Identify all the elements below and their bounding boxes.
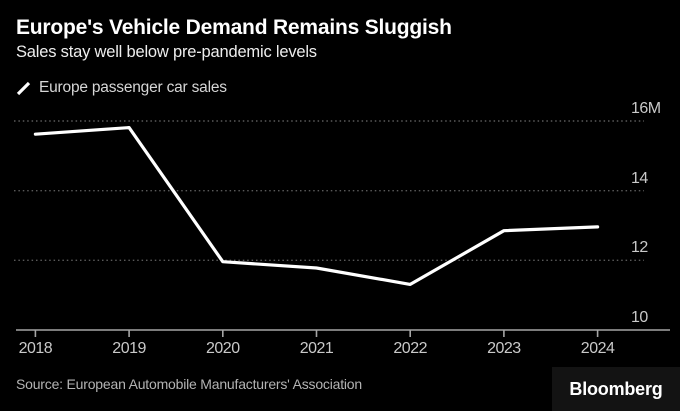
legend-label: Europe passenger car sales bbox=[39, 79, 227, 96]
x-axis-tick-label: 2022 bbox=[393, 340, 427, 357]
x-axis-tick-label: 2018 bbox=[18, 340, 53, 357]
x-axis-tick-label: 2021 bbox=[299, 340, 334, 357]
page-title: Europe's Vehicle Demand Remains Sluggish bbox=[16, 16, 452, 39]
x-axis-tick-label: 2023 bbox=[487, 340, 521, 357]
x-axis-tick-label: 2019 bbox=[112, 340, 146, 357]
chart-subtitle: Sales stay well below pre-pandemic level… bbox=[16, 43, 317, 61]
x-axis-tick-label: 2020 bbox=[206, 340, 240, 357]
y-axis-tick-label: 14 bbox=[631, 169, 648, 187]
source-note: Source: European Automobile Manufacturer… bbox=[16, 376, 362, 392]
y-axis-tick-label: 12 bbox=[631, 239, 648, 257]
data-line-europe-passenger-car-sales bbox=[33, 125, 600, 286]
brand-box: Bloomberg bbox=[552, 367, 680, 411]
bloomberg-logo: Bloomberg bbox=[569, 378, 663, 399]
chart-legend: Europe passenger car sales bbox=[16, 79, 227, 97]
x-axis-tick-label: 2024 bbox=[580, 340, 615, 357]
y-axis-tick-label: 10 bbox=[631, 309, 648, 326]
y-axis-tick-label: 16M bbox=[631, 100, 661, 117]
line-slash-icon bbox=[16, 81, 31, 95]
